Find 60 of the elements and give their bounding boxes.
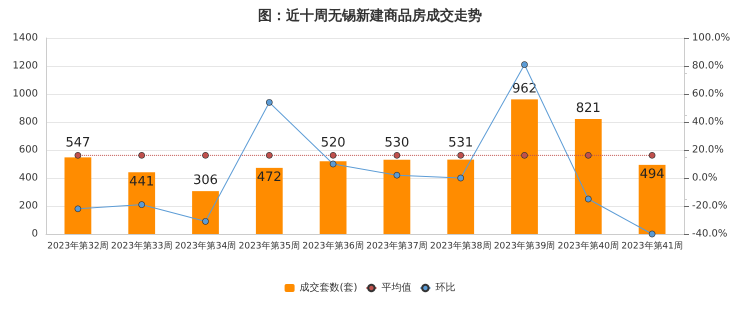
x-tick-label: 2023年第36周 [302,240,364,252]
legend-label: 平均值 [381,282,412,294]
bar [384,160,410,234]
data-label: 530 [384,135,410,150]
y-tick-label: 1200 [12,60,38,72]
data-label: 520 [320,135,346,150]
data-label: 547 [65,135,90,150]
x-tick-label: 2023年第32周 [47,240,109,252]
bar [64,157,92,234]
data-label: 306 [193,173,218,188]
point [648,230,656,238]
point [202,218,209,225]
point [74,206,82,212]
y-tick-label: 1400 [12,32,38,44]
y-tick-label: 1000 [12,88,38,100]
y2-tick-label: 100.0% [692,32,730,44]
chart-title: 图：近十周无锡新建商品房成交走势 [258,7,482,24]
y-tick-label: 600 [18,144,38,156]
bar [256,168,283,234]
legend-label: 环比 [435,282,456,294]
data-label: 531 [448,135,474,150]
bar [638,164,666,234]
y-tick-label: 800 [18,116,38,128]
data-label: 821 [576,101,601,116]
y-tick-label: 0 [32,228,38,240]
x-tick-label: 2023年第35周 [238,240,300,252]
x-tick-label: 2023年第38周 [430,240,492,252]
point [138,201,145,208]
bar [511,99,538,234]
bar [574,119,602,234]
x-tick-label: 2023年第37周 [366,240,428,252]
x-tick-label: 2023年第39周 [494,240,556,252]
y2-tick-label: 0.0% [692,172,718,184]
y2-tick-label: 60.0% [692,88,724,100]
y2-tick-label: 80.0% [692,60,724,72]
point [330,160,336,168]
x-tick-label: 2023年第33周 [111,240,172,252]
point [585,196,592,202]
x-tick-label: 2023年第41周 [621,240,683,252]
bar [128,172,156,234]
y2-tick-label: -20.0% [692,200,728,212]
data-label: 494 [640,166,665,182]
point [521,61,528,68]
point [266,99,273,106]
bar [320,161,346,234]
data-label: 441 [129,174,154,190]
data-label: 472 [256,170,282,185]
y2-tick-label: 20.0% [692,144,724,156]
y2-tick-label: 40.0% [692,116,724,128]
legend-label: 成交套数(套) [300,282,358,294]
x-tick-label: 2023年第40周 [558,240,619,252]
y-tick-label: 200 [18,200,38,212]
point [394,172,400,178]
y-tick-label: 400 [18,172,38,184]
point [457,174,464,182]
data-label: 962 [512,81,537,96]
y2-tick-label: -40.0% [692,228,728,240]
bar [192,191,219,234]
bar [447,160,474,234]
x-tick-label: 2023年第34周 [174,240,236,252]
